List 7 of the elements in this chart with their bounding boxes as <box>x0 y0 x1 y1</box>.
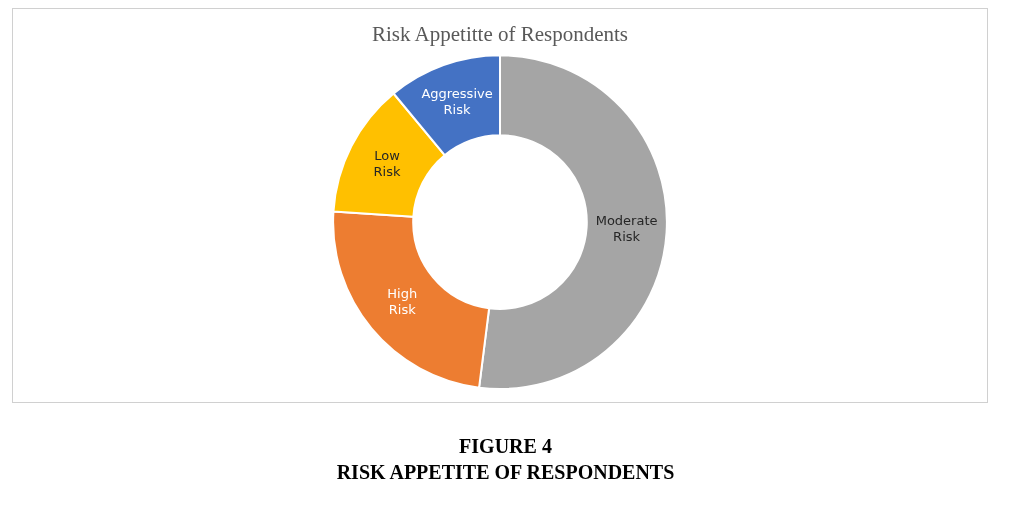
slice-label: High Risk <box>387 286 418 318</box>
slice-label: Low Risk <box>373 147 401 179</box>
slice-label: Aggressive Risk <box>421 86 493 118</box>
caption: FIGURE 4 <box>458 434 553 459</box>
slice-label: Moderate Risk <box>595 213 658 245</box>
chart-title: Risk Appetitte of Respondents <box>371 22 629 47</box>
text: RISK APPETITE OF RESPONDENTS <box>335 460 676 485</box>
